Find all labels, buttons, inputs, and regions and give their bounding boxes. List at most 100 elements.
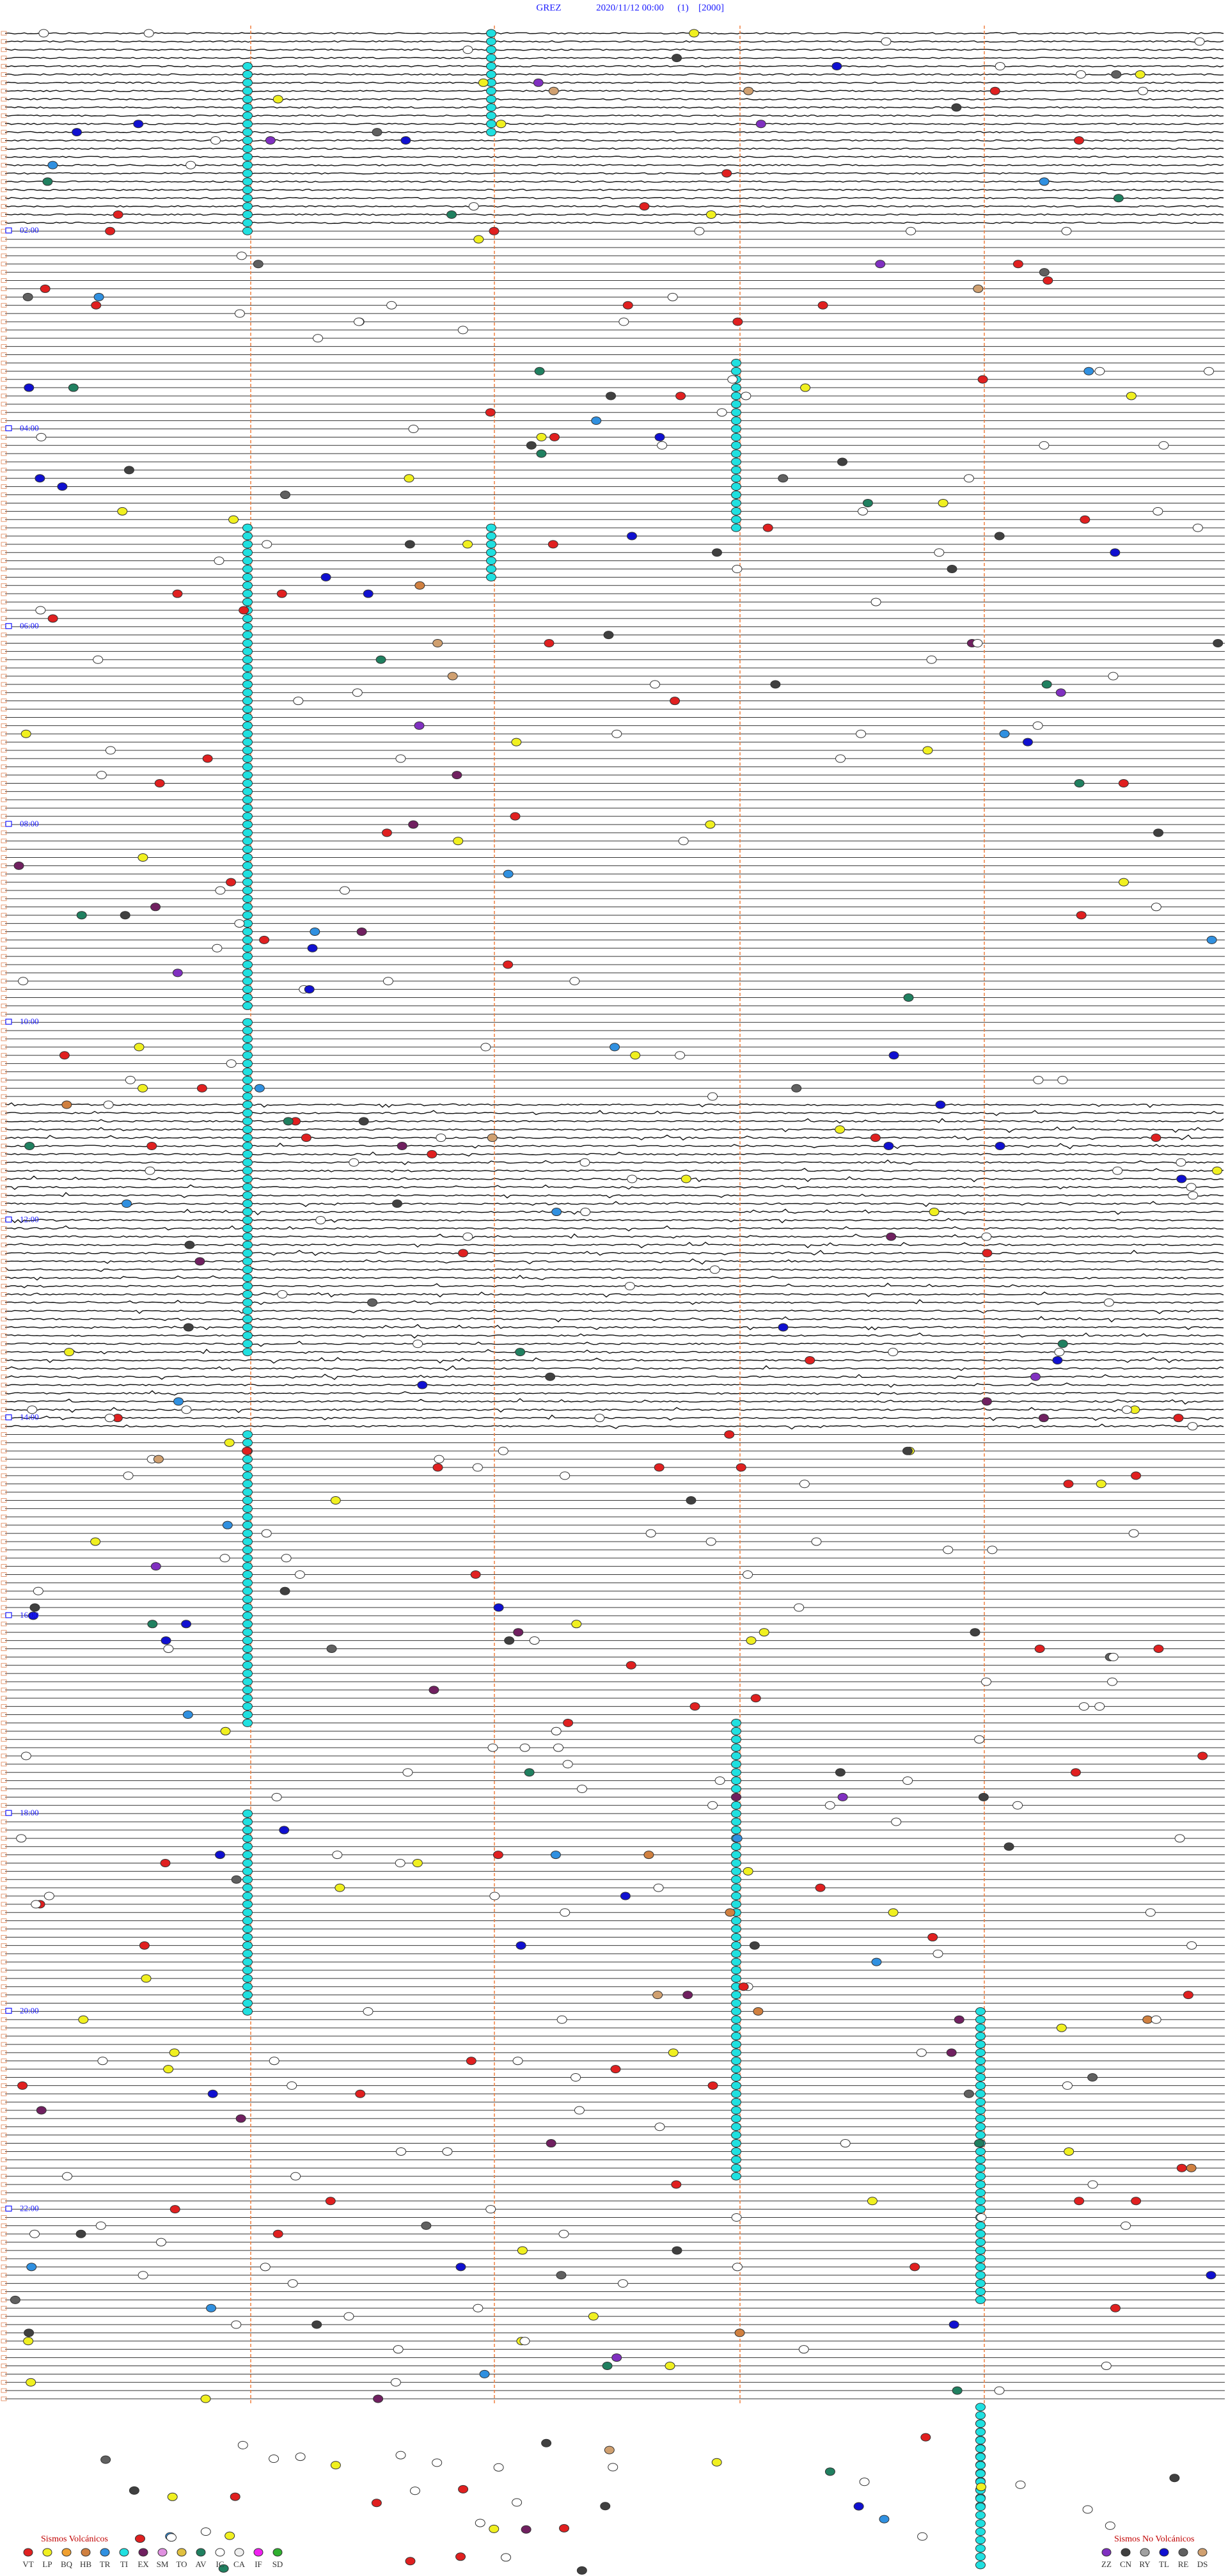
row-marker [1, 665, 7, 670]
row-marker [1, 434, 7, 439]
row-marker [1, 731, 7, 736]
event [732, 1834, 743, 1843]
row-marker [1, 839, 7, 844]
event [395, 754, 406, 763]
event [242, 1059, 253, 1068]
event [731, 2098, 741, 2106]
row-marker [1, 2108, 7, 2113]
event [975, 2527, 986, 2536]
event [1145, 1908, 1156, 1917]
event [1173, 1414, 1184, 1423]
event [242, 597, 253, 606]
event [947, 565, 957, 574]
row-marker [1, 88, 7, 93]
event [242, 1644, 253, 1653]
row-marker [1, 1127, 7, 1132]
event [731, 482, 741, 491]
event [954, 2015, 964, 2024]
event [133, 120, 144, 129]
event [716, 408, 727, 417]
event [279, 491, 290, 500]
row-marker [1, 1259, 7, 1264]
event [182, 1711, 193, 1719]
event [975, 2007, 986, 2016]
event [242, 812, 253, 821]
trace [4, 1332, 1224, 1339]
legend-swatch [1121, 2548, 1131, 2557]
event [202, 754, 213, 763]
event [242, 1084, 253, 1093]
row-marker [1, 781, 7, 786]
event [759, 1628, 769, 1637]
event [731, 1776, 741, 1785]
event [295, 2453, 306, 2461]
event [951, 103, 962, 112]
event [242, 1916, 253, 1925]
event [224, 1438, 235, 1447]
event [620, 1892, 631, 1900]
event [731, 1817, 741, 1826]
event [624, 1282, 635, 1291]
event [1187, 1422, 1198, 1431]
event [654, 432, 665, 441]
event [242, 1199, 253, 1208]
event [571, 2073, 581, 2082]
event [1158, 441, 1169, 450]
event [975, 2081, 986, 2090]
events [10, 29, 1224, 2575]
event [242, 540, 253, 549]
event [670, 697, 681, 706]
event [62, 2172, 73, 2181]
event [47, 614, 58, 623]
event [975, 2444, 986, 2453]
event [1176, 1158, 1186, 1167]
event [242, 1323, 253, 1332]
trace [4, 147, 1224, 150]
event [242, 2007, 253, 2016]
trace [4, 122, 1224, 125]
event [358, 1117, 369, 1126]
event [817, 301, 828, 310]
trace [4, 1357, 1224, 1364]
event [242, 952, 253, 961]
event [545, 1372, 556, 1381]
trace [4, 1102, 1224, 1108]
event [172, 968, 183, 977]
event [975, 2279, 986, 2288]
event [320, 573, 331, 581]
row-marker [1, 204, 7, 209]
event [707, 1801, 718, 1810]
event [975, 2147, 986, 2156]
event [902, 1776, 913, 1785]
event [1108, 1652, 1119, 1661]
event [242, 738, 253, 747]
event [1080, 515, 1090, 524]
event [242, 1141, 253, 1150]
row-marker [1, 418, 7, 423]
event [536, 432, 547, 441]
row-marker [1, 2116, 7, 2121]
station: GREZ [536, 3, 561, 13]
event [462, 45, 473, 54]
trace [4, 1192, 1224, 1199]
row-marker [1, 1144, 7, 1148]
event [150, 1562, 161, 1571]
trace [4, 65, 1224, 68]
event [212, 944, 223, 952]
event [1112, 1166, 1123, 1175]
event [1192, 523, 1203, 532]
event [579, 1158, 590, 1167]
event [837, 457, 847, 466]
row-marker [1, 682, 7, 687]
event [231, 2320, 242, 2329]
row-marker [1, 657, 7, 662]
event [375, 655, 386, 664]
row-marker [1, 1045, 7, 1050]
event [57, 482, 68, 491]
event [731, 2131, 741, 2140]
event [1070, 1768, 1081, 1777]
event [123, 466, 134, 475]
row-marker [1, 1168, 7, 1173]
event [113, 210, 123, 219]
row-marker [1, 368, 7, 374]
